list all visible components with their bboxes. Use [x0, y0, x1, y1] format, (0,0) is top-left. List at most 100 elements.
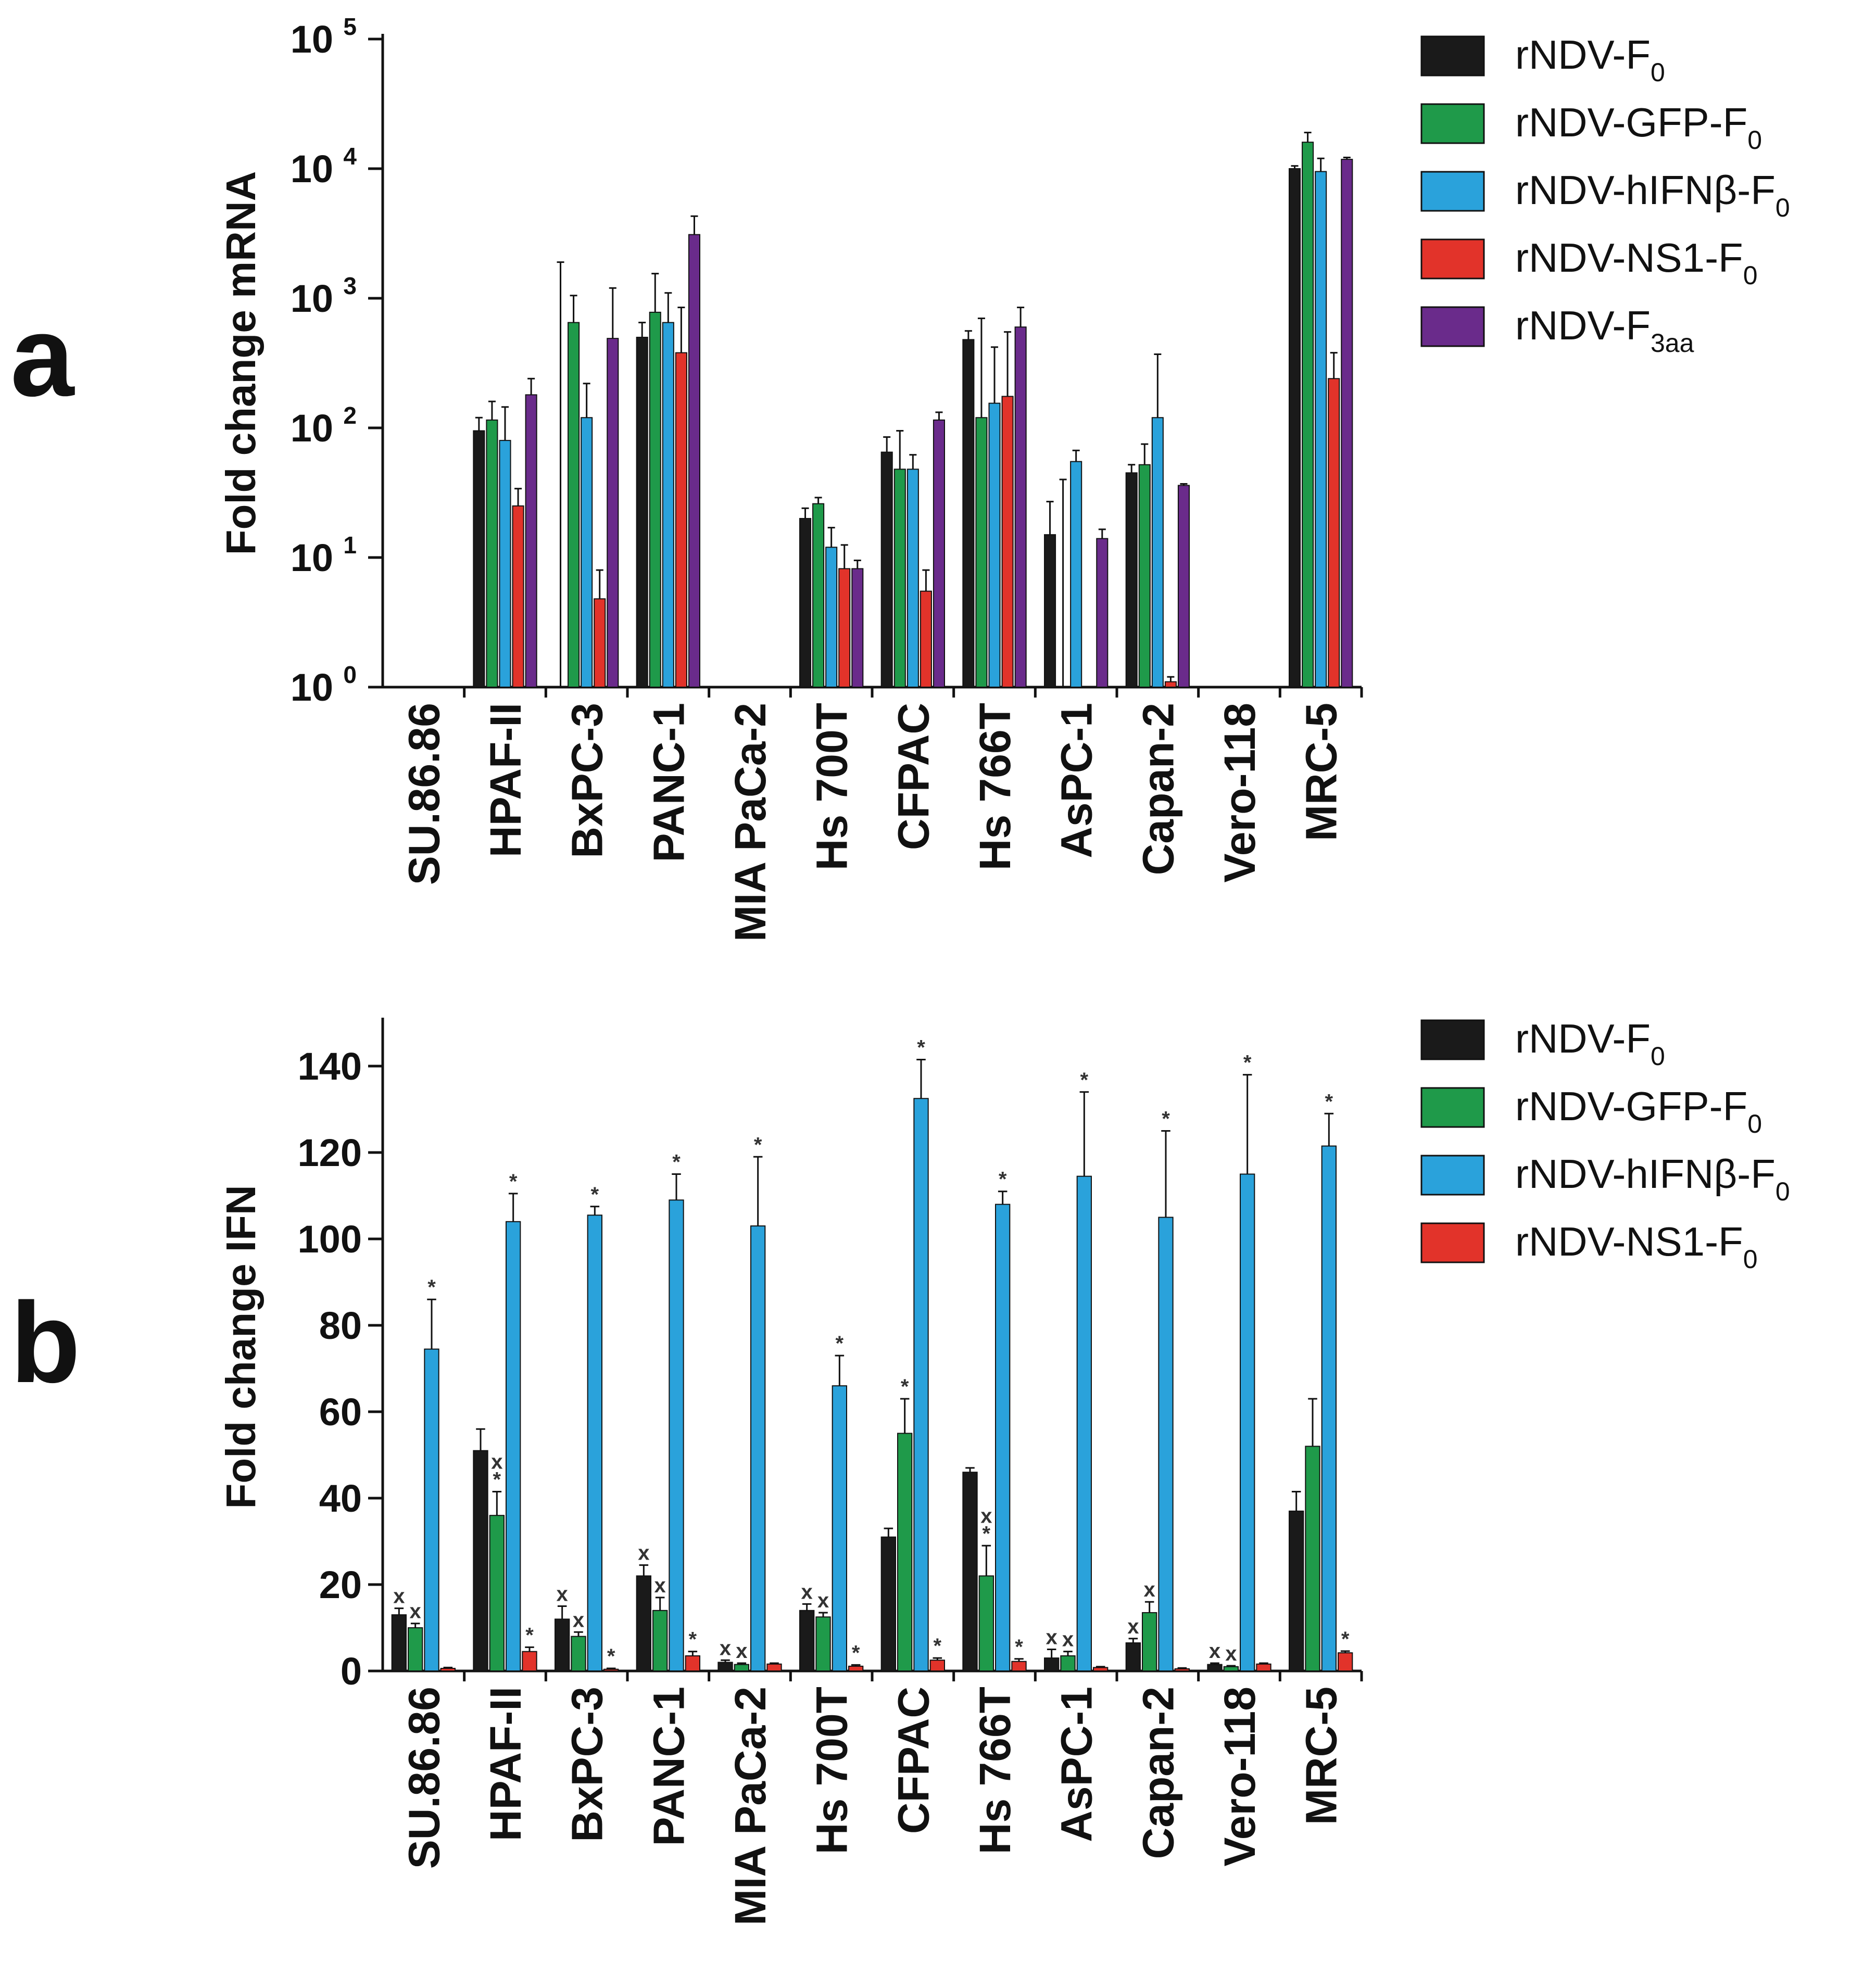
y-tick-label: 80 [319, 1304, 362, 1347]
legend-swatch-rndv-f3aa [1420, 306, 1485, 347]
bar-rndv-f0-panc-1 [636, 336, 648, 688]
legend-label: rNDV-GFP-F0 [1515, 99, 1762, 155]
bar-rndv-hifn-f0-cfpac [906, 468, 919, 688]
bar-rndv-hifn-f0-hs-700t [825, 547, 838, 688]
bar-rndv-hifn-f0-bxpc-3 [587, 1214, 602, 1672]
y-tick-label: 10 [291, 536, 333, 579]
bar-rndv-f0-cfpac [880, 451, 893, 688]
legend-series-subscript: 0 [1743, 1245, 1758, 1274]
bar-rndv-ns1-f0-panc-1 [685, 1655, 700, 1671]
category-label-capan-2: Capan-2 [1134, 703, 1182, 875]
significance-x: x [393, 1585, 405, 1608]
legend-series-name: rNDV-hIFNβ-F [1515, 1151, 1776, 1197]
significance-star: * [525, 1624, 534, 1647]
bar-rndv-f3aa-cfpac [933, 419, 946, 688]
bar-rndv-f0-mrc-5 [1289, 1510, 1304, 1671]
bar-rndv-ns1-f0-hpaf-ii [522, 1651, 537, 1671]
significance-x: x [654, 1574, 666, 1597]
bar-rndv-gfp-f0-hs-766t [978, 1575, 994, 1671]
significance-star: * [689, 1628, 697, 1651]
significance-x: x [817, 1589, 829, 1612]
bar-rndv-f0-capan-2 [1125, 1642, 1141, 1672]
bar-rndv-f0-aspc-1 [1044, 1657, 1060, 1672]
category-label-hs-700t: Hs 700T [808, 703, 857, 870]
legend-series-subscript: 0 [1651, 1042, 1665, 1071]
significance-star: * [427, 1276, 436, 1299]
bar-rndv-ns1-f0-mia-paca-2 [766, 1663, 782, 1671]
legend-series-subscript: 0 [1747, 125, 1762, 155]
legend-label: rNDV-NS1-F0 [1515, 1219, 1758, 1274]
legend-series-subscript: 0 [1776, 193, 1790, 222]
bar-rndv-hifn-f0-aspc-1 [1076, 1175, 1092, 1671]
bar-rndv-f0-vero-118 [1207, 1664, 1223, 1672]
bar-rndv-hifn-f0-hpaf-ii [499, 440, 511, 688]
category-label-hs-766t: Hs 766T [971, 1687, 1019, 1854]
bar-rndv-gfp-f0-bxpc-3 [571, 1636, 586, 1672]
legend-label: rNDV-hIFNβ-F0 [1515, 1151, 1790, 1206]
bar-rndv-hifn-f0-hs-700t [832, 1385, 847, 1671]
bar-rndv-hifn-f0-panc-1 [662, 322, 674, 688]
bar-rndv-ns1-f0-aspc-1 [1093, 1667, 1109, 1672]
bar-rndv-hifn-f0-capan-2 [1151, 417, 1164, 688]
bar-rndv-f0-panc-1 [636, 1575, 651, 1671]
bar-rndv-hifn-f0-hs-766t [988, 402, 1001, 688]
bar-rndv-hifn-f0-vero-118 [1240, 1173, 1255, 1671]
y-tick-label: 0 [341, 1650, 362, 1693]
bar-rndv-f0-hs-700t [799, 518, 812, 688]
y-axis-title: Fold change mRNA [218, 171, 264, 555]
bar-rndv-gfp-f0-panc-1 [652, 1610, 668, 1672]
significance-star: * [983, 1522, 991, 1545]
bar-rndv-f3aa-capan-2 [1177, 485, 1190, 688]
significance-star: * [607, 1645, 615, 1668]
y-tick-label: 40 [319, 1477, 362, 1520]
significance-x: x [557, 1583, 568, 1606]
bar-rndv-gfp-f0-mrc-5 [1305, 1446, 1320, 1671]
bar-rndv-f3aa-mrc-5 [1341, 159, 1353, 688]
significance-x: x [1144, 1578, 1155, 1601]
category-label-hs-700t: Hs 700T [808, 1687, 857, 1854]
y-tick-exponent: 2 [343, 402, 357, 429]
y-tick-exponent: 1 [343, 531, 357, 559]
bar-rndv-gfp-f0-hs-700t [815, 1616, 831, 1671]
bar-rndv-f0-hs-700t [799, 1610, 815, 1672]
bar-rndv-ns1-f0-hs-766t [1001, 396, 1014, 688]
significance-x: x [980, 1504, 992, 1527]
legend-series-name: rNDV-NS1-F [1515, 235, 1743, 281]
legend-series-name: rNDV-NS1-F [1515, 1219, 1743, 1264]
ifn-legend: rNDV-F0rNDV-GFP-F0rNDV-hIFNβ-F0rNDV-NS1-… [1420, 1016, 1790, 1274]
category-label-mia-paca-2: MIA PaCa-2 [726, 703, 775, 942]
bar-rndv-hifn-f0-capan-2 [1158, 1217, 1174, 1671]
bar-rndv-f0-hpaf-ii [473, 430, 485, 688]
category-label-aspc-1: AsPC-1 [1052, 703, 1101, 858]
legend-series-name: rNDV-F [1515, 302, 1651, 348]
bar-rndv-ns1-f0-panc-1 [675, 352, 687, 688]
y-tick-label: 120 [298, 1131, 362, 1174]
category-label-cfpac: CFPAC [889, 1687, 938, 1834]
bar-rndv-ns1-f0-hs-700t [848, 1665, 864, 1672]
y-tick-exponent: 4 [343, 143, 357, 170]
y-tick-exponent: 3 [343, 272, 357, 299]
bar-rndv-gfp-f0-panc-1 [649, 311, 661, 688]
category-label-mrc-5: MRC-5 [1297, 1687, 1346, 1825]
category-label-mrc-5: MRC-5 [1297, 703, 1346, 841]
bar-rndv-hifn-f0-aspc-1 [1070, 461, 1082, 688]
legend-label: rNDV-NS1-F0 [1515, 235, 1758, 290]
significance-x: x [491, 1451, 502, 1474]
bar-rndv-gfp-f0-cfpac [893, 468, 906, 688]
bar-rndv-f0-mia-paca-2 [717, 1662, 733, 1671]
category-label-bxpc-3: BxPC-3 [563, 703, 612, 858]
y-tick-exponent: 5 [343, 13, 357, 40]
y-tick-label: 10 [291, 666, 333, 709]
bar-rndv-hifn-f0-panc-1 [669, 1199, 684, 1672]
bar-rndv-gfp-f0-bxpc-3 [568, 322, 580, 688]
bar-rndv-ns1-f0-hs-700t [838, 568, 851, 688]
legend-swatch-rndv-f0 [1420, 35, 1485, 77]
mrna-legend: rNDV-F0rNDV-GFP-F0rNDV-hIFNβ-F0rNDV-NS1-… [1420, 32, 1790, 358]
bar-rndv-f0-hs-766t [962, 339, 975, 688]
bar-rndv-f0-hs-766t [962, 1472, 978, 1671]
bar-rndv-hifn-f0-mrc-5 [1315, 171, 1327, 688]
bar-rndv-gfp-f0-su-86-86 [408, 1627, 423, 1671]
bar-rndv-f0-cfpac [880, 1536, 896, 1671]
legend-swatch-rndv-gfp-f0 [1420, 1087, 1485, 1128]
legend-swatch-rndv-ns1-f0 [1420, 1222, 1485, 1263]
